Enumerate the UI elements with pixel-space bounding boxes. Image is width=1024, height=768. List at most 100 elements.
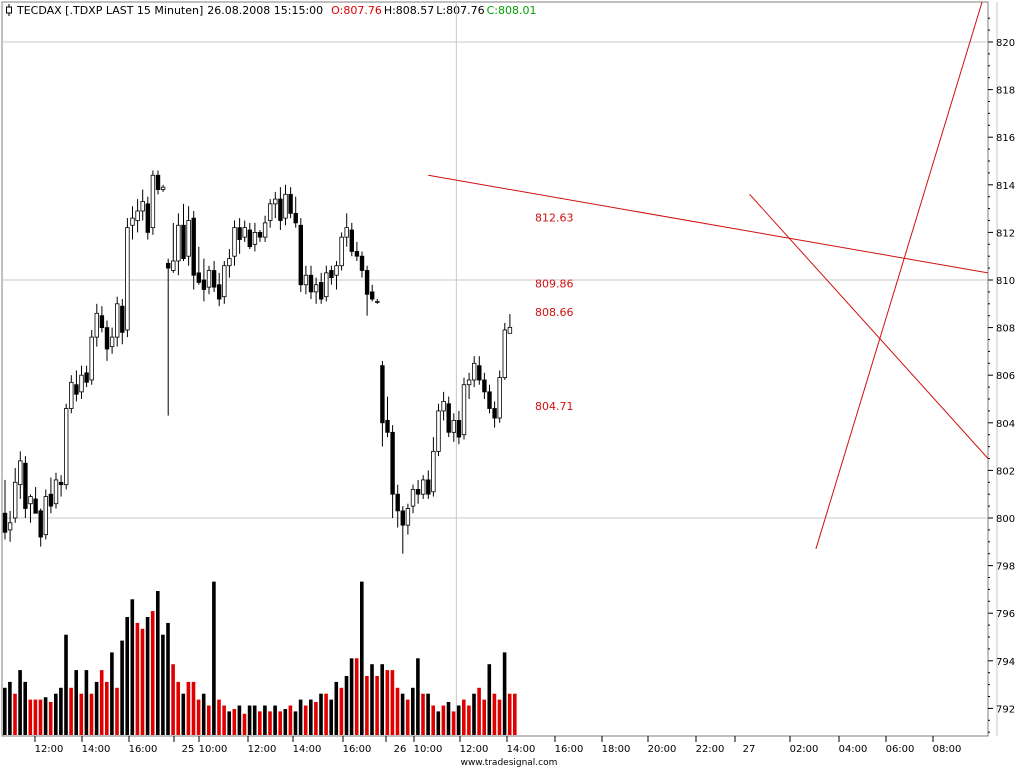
volume-bar — [451, 711, 456, 735]
candle-body — [354, 251, 360, 257]
trendline-label: 808.66 — [535, 306, 574, 319]
candle-body — [298, 224, 303, 286]
volume-bar — [283, 709, 288, 735]
x-tick-label: 08:00 — [933, 744, 962, 755]
candle-body — [288, 193, 293, 214]
watermark: www.tradesignal.com — [461, 758, 558, 768]
candle-body — [165, 262, 171, 269]
candle-body — [308, 274, 314, 293]
candle-body — [109, 336, 115, 348]
candle-body — [74, 384, 79, 395]
x-tick-label: 16:00 — [343, 744, 372, 755]
volume-bar — [186, 681, 191, 735]
trendline — [815, 2, 983, 550]
volume-bars — [3, 581, 517, 735]
x-tick-label: 16:00 — [555, 744, 584, 755]
y-tick-label: 820 — [996, 38, 1015, 49]
volume-bar — [456, 705, 461, 735]
candle-body — [191, 217, 196, 276]
y-tick-label: 798 — [996, 562, 1015, 573]
candle-body — [171, 260, 176, 271]
volume-bar — [69, 687, 73, 735]
x-tick-label: 10:00 — [414, 744, 443, 755]
volume-bar — [411, 687, 415, 735]
candle-body — [206, 270, 212, 288]
candle-body — [487, 391, 492, 409]
x-tick-label: 18:00 — [602, 744, 631, 755]
candle-body — [140, 201, 145, 212]
volume-bar — [48, 701, 53, 735]
candle-body — [385, 420, 390, 433]
candle-body — [471, 362, 477, 381]
volume-bar — [477, 687, 481, 735]
candle-body — [232, 227, 237, 257]
candle-body — [18, 460, 23, 486]
candle-body — [482, 379, 487, 393]
candle-body — [2, 512, 8, 533]
volume-bar — [125, 617, 129, 735]
volume-bar — [344, 676, 349, 735]
volume-bar — [462, 699, 466, 735]
candle-body — [507, 326, 513, 334]
header-close: C:808.01 — [487, 4, 537, 17]
y-tick-label: 812 — [996, 228, 1015, 239]
candle-body — [94, 312, 99, 338]
candle-body — [222, 265, 227, 298]
candle-body — [267, 203, 273, 221]
candle-body — [104, 327, 110, 350]
volume-bar — [18, 670, 22, 735]
candle-body — [252, 231, 258, 245]
volume-bar — [375, 676, 379, 735]
candle-body — [329, 270, 334, 279]
volume-bar — [79, 693, 84, 735]
volume-bar — [513, 693, 517, 735]
candle-body — [324, 272, 329, 298]
candle-body — [38, 510, 43, 538]
candle-body — [456, 420, 462, 438]
volume-bar — [482, 699, 486, 735]
candle-body — [135, 210, 140, 221]
candle-body — [364, 270, 370, 295]
candle-body — [216, 284, 222, 300]
candle-body — [497, 377, 502, 419]
candle-body — [477, 365, 482, 381]
volume-bar — [268, 711, 272, 735]
y-tick-label: 804 — [996, 419, 1015, 430]
volume-bar — [426, 693, 430, 735]
candle-body — [313, 284, 319, 293]
x-tick-label: 22:00 — [696, 744, 725, 755]
volume-bar — [33, 699, 38, 735]
volume-bar — [293, 711, 298, 735]
candle-body — [395, 493, 400, 512]
candle-body — [451, 420, 456, 433]
x-tick-label: 10:00 — [199, 744, 228, 755]
candle-body — [502, 329, 507, 378]
x-tick-label: 04:00 — [839, 744, 868, 755]
volume-bar — [416, 658, 420, 735]
volume-bar — [273, 705, 277, 735]
candle-body — [99, 315, 105, 329]
candle-body — [181, 224, 186, 259]
x-tick-label: 14:00 — [82, 744, 111, 755]
volume-bar — [349, 658, 354, 735]
trendline-label: 812.63 — [535, 211, 574, 224]
candle-body — [23, 462, 28, 509]
candle-body — [58, 481, 64, 486]
volume-bar — [395, 687, 400, 735]
y-tick-label: 792 — [996, 704, 1015, 715]
volume-bar — [232, 709, 237, 735]
candle-body — [410, 489, 416, 507]
candle-body — [237, 227, 242, 240]
volume-bar — [105, 681, 109, 735]
x-tick-label: 12:00 — [248, 744, 277, 755]
volume-bar — [502, 652, 507, 735]
volume-bar — [43, 697, 48, 735]
volume-bar — [145, 617, 150, 735]
candle-body — [79, 374, 84, 393]
x-tick-label: 02:00 — [790, 744, 819, 755]
volume-bar — [201, 693, 206, 735]
volume-bar — [237, 705, 242, 735]
volume-bar — [288, 705, 293, 735]
trendline — [749, 193, 988, 459]
x-axis: 12:00 14:00 16:00 25 10:00 12:00 14:00 16:00 26 1… — [34, 736, 962, 755]
